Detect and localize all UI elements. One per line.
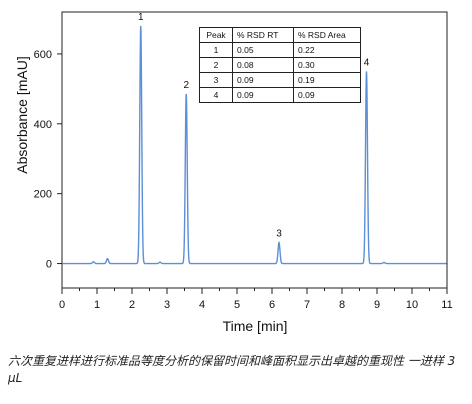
cell-peak: 3	[199, 72, 233, 88]
x-tick-label: 4	[199, 299, 205, 311]
x-tick-label: 7	[304, 299, 310, 311]
cell-peak: 1	[199, 42, 233, 58]
table-row: 2 0.08 0.30	[199, 57, 361, 73]
header-rsd-area: % RSD Area	[293, 27, 361, 43]
x-tick-label: 1	[94, 299, 100, 311]
rsd-table: Peak % RSD RT % RSD Area 1 0.05 0.22 2 0…	[199, 27, 361, 103]
figure-caption: 六次重复进样进行标准品等度分析的保留时间和峰面积显示出卓越的重现性 一进样 3 …	[8, 354, 456, 385]
x-tick-label: 10	[406, 299, 418, 311]
x-tick-label: 11	[441, 299, 452, 311]
rsd-table-header: Peak % RSD RT % RSD Area	[199, 27, 361, 43]
x-axis-ticks: 0 1 2 3 4 5 6 7 8 9 10 11	[59, 288, 453, 311]
chromatogram-trace	[62, 25, 447, 265]
cell-rsd-area: 0.09	[293, 87, 361, 103]
cell-rsd-rt: 0.08	[232, 57, 294, 73]
header-peak: Peak	[199, 27, 233, 43]
cell-peak: 4	[199, 87, 233, 103]
cell-peak: 2	[199, 57, 233, 73]
x-tick-label: 6	[269, 299, 275, 311]
peak-label: 4	[364, 57, 370, 68]
x-tick-label: 8	[339, 299, 345, 311]
x-tick-label: 9	[374, 299, 380, 311]
x-tick-label: 0	[59, 299, 65, 311]
x-tick-label: 2	[129, 299, 135, 311]
cell-rsd-rt: 0.05	[232, 42, 294, 58]
table-row: 3 0.09 0.19	[199, 72, 361, 88]
table-row: 1 0.05 0.22	[199, 42, 361, 58]
peak-label: 3	[276, 229, 282, 240]
cell-rsd-rt: 0.09	[232, 72, 294, 88]
table-row: 4 0.09 0.09	[199, 87, 361, 103]
cell-rsd-area: 0.30	[293, 57, 361, 73]
y-tick-label: 200	[34, 189, 52, 201]
peak-label: 1	[138, 12, 144, 23]
y-tick-label: 0	[46, 259, 52, 271]
cell-rsd-area: 0.22	[293, 42, 361, 58]
y-axis-ticks: 0 200 400 600	[34, 49, 62, 271]
peak-label: 2	[183, 80, 189, 91]
x-tick-label: 3	[164, 299, 170, 311]
y-axis-label: Absorbance [mAU]	[14, 56, 30, 174]
header-rsd-rt: % RSD RT	[232, 27, 294, 43]
y-tick-label: 400	[34, 119, 52, 131]
y-tick-label: 600	[34, 49, 52, 61]
cell-rsd-rt: 0.09	[232, 87, 294, 103]
cell-rsd-area: 0.19	[293, 72, 361, 88]
x-tick-label: 5	[234, 299, 240, 311]
x-axis-label: Time [min]	[223, 318, 288, 334]
